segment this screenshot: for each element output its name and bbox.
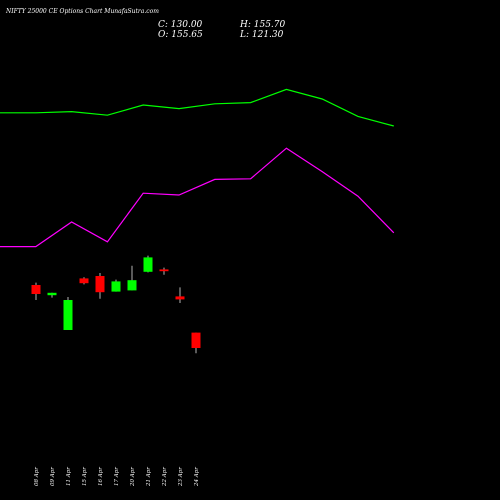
candles-layer — [31, 255, 201, 354]
x-tick-label: 20 Apr — [130, 467, 136, 487]
candle — [143, 255, 153, 273]
candle — [191, 332, 201, 354]
candle — [63, 297, 73, 330]
candle-body — [63, 300, 73, 330]
chart-title: NIFTY 25000 CE Options Chart MunafaSutra… — [5, 8, 159, 15]
band-line-2 — [0, 147, 395, 248]
candle — [127, 265, 137, 291]
candle — [159, 267, 169, 275]
x-tick-label: 09 Apr — [50, 467, 56, 486]
candle-body — [159, 269, 169, 272]
candle-body — [191, 332, 201, 348]
high-value: H: 155.70 — [239, 20, 286, 30]
candle-body — [95, 276, 105, 293]
x-tick-label: 16 Apr — [98, 467, 104, 486]
candle — [47, 292, 57, 298]
candle-body — [143, 257, 153, 272]
candle — [31, 282, 41, 300]
candle — [79, 277, 89, 285]
open-value: O: 155.65 — [158, 30, 203, 40]
x-tick-label: 22 Apr — [162, 467, 168, 487]
candle — [111, 279, 121, 292]
x-tick-label: 23 Apr — [178, 467, 184, 487]
x-tick-label: 15 Apr — [82, 467, 88, 486]
candle-body — [79, 278, 89, 284]
candle — [95, 273, 105, 299]
x-tick-label: 21 Apr — [146, 467, 152, 487]
low-value: L: 121.30 — [239, 30, 284, 40]
x-tick-label: 11 Apr — [66, 467, 72, 486]
x-tick-label: 17 Apr — [114, 467, 120, 486]
close-value: C: 130.00 — [158, 20, 203, 30]
candle-body — [31, 285, 41, 294]
x-tick-label: 24 Apr — [194, 467, 200, 487]
candle-body — [111, 281, 121, 292]
x-tick-label: 08 Apr — [34, 467, 40, 486]
band-line-1 — [0, 88, 394, 127]
candle-body — [127, 280, 137, 291]
bands-layer — [0, 88, 395, 248]
candle-body — [175, 296, 185, 300]
candle-body — [47, 292, 57, 296]
x-tick-labels: 08 Apr 09 Apr 11 Apr 15 Apr 16 Apr 17 Apr 20 A… — [34, 467, 200, 487]
candle — [175, 287, 185, 303]
